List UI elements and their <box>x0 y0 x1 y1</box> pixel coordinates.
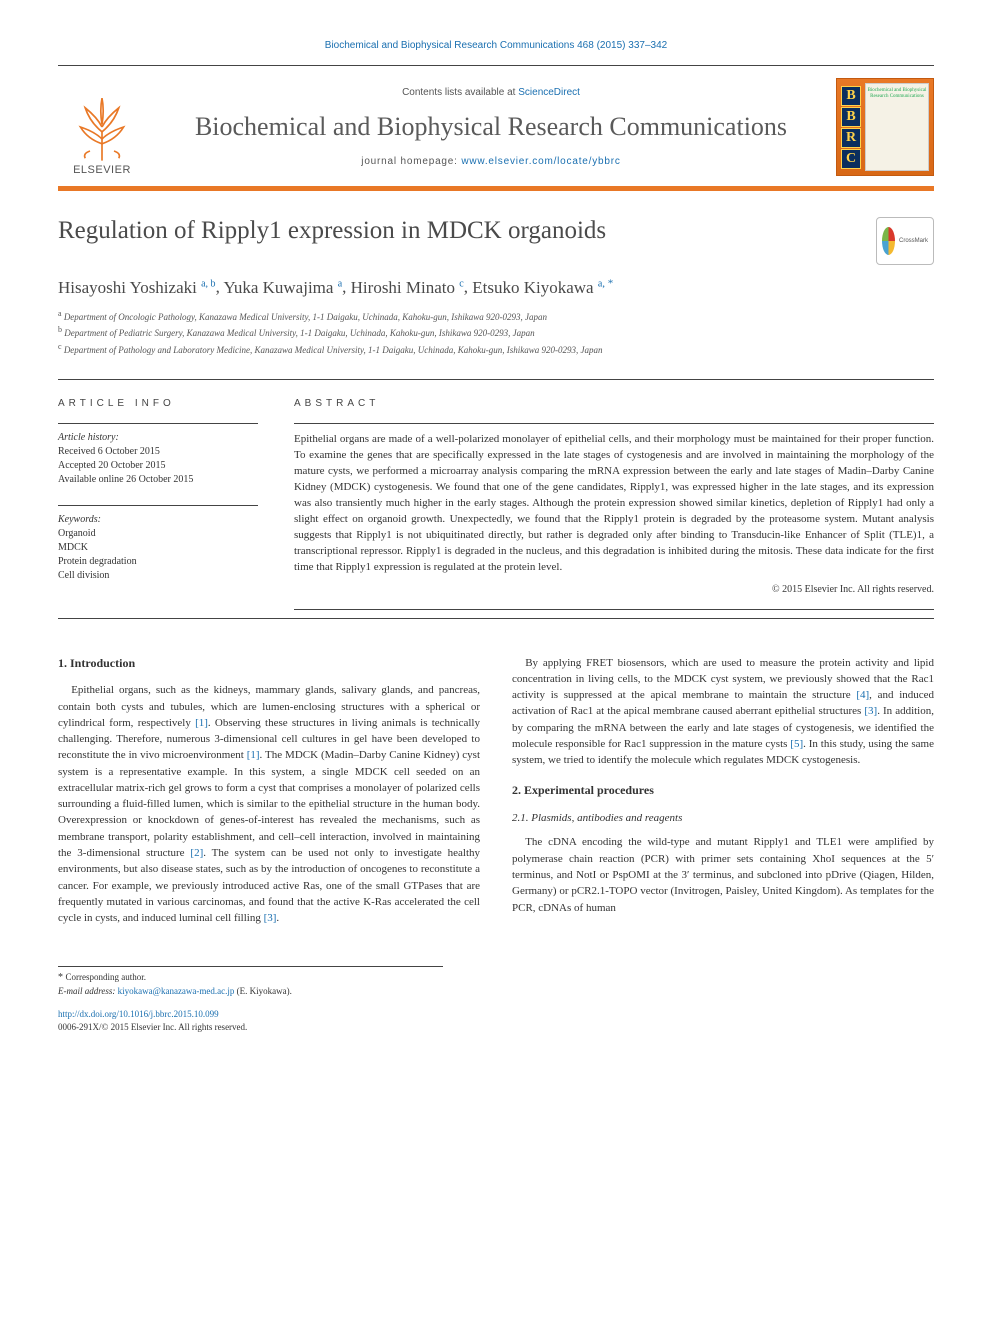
affiliation: b Department of Pediatric Surgery, Kanaz… <box>58 324 934 341</box>
crossmark-label: CrossMark <box>899 238 928 244</box>
affiliation: a Department of Oncologic Pathology, Kan… <box>58 308 934 325</box>
keyword: MDCK <box>58 541 258 555</box>
author: Hisayoshi Yoshizaki a, b <box>58 278 216 297</box>
divider <box>58 65 934 66</box>
keywords-block: Keywords: Organoid MDCK Protein degradat… <box>58 505 258 583</box>
section-heading-exp: 2. Experimental procedures <box>512 782 934 800</box>
body-columns: 1. Introduction Epithelial organs, such … <box>58 655 934 927</box>
doi-link[interactable]: http://dx.doi.org/10.1016/j.bbrc.2015.10… <box>58 1009 219 1019</box>
journal-masthead: ELSEVIER Contents lists available at Sci… <box>58 78 934 191</box>
bbrc-letters: B B R C <box>841 86 861 169</box>
history-received: Received 6 October 2015 <box>58 445 258 459</box>
contents-line: Contents lists available at ScienceDirec… <box>160 87 822 98</box>
divider <box>58 618 934 619</box>
article-title: Regulation of Ripply1 expression in MDCK… <box>58 217 876 245</box>
crossmark-icon <box>882 227 895 255</box>
article-info-label: article info <box>58 398 258 409</box>
affiliation: c Department of Pathology and Laboratory… <box>58 341 934 358</box>
corresponding-author-note: * Corresponding author. <box>58 971 443 985</box>
citation-link[interactable]: [3] <box>264 912 277 924</box>
body-paragraph: By applying FRET biosensors, which are u… <box>512 655 934 769</box>
citation-link[interactable]: [2] <box>190 847 203 859</box>
citation-link[interactable]: [5] <box>790 738 803 750</box>
footnotes: * Corresponding author. E-mail address: … <box>58 966 443 998</box>
citation-link[interactable]: [1] <box>247 749 260 761</box>
history-online: Available online 26 October 2015 <box>58 473 258 487</box>
subsection-heading: 2.1. Plasmids, antibodies and reagents <box>512 810 934 826</box>
article-history: Article history: Received 6 October 2015… <box>58 423 258 487</box>
citation-link[interactable]: [1] <box>195 717 208 729</box>
history-accepted: Accepted 20 October 2015 <box>58 459 258 473</box>
tree-icon <box>66 91 138 163</box>
email-line: E-mail address: kiyokawa@kanazawa-med.ac… <box>58 985 443 998</box>
history-label: Article history: <box>58 432 258 443</box>
keyword: Protein degradation <box>58 555 258 569</box>
bbrc-cover-thumb: Biochemical and Biophysical Research Com… <box>865 83 929 171</box>
keyword: Cell division <box>58 569 258 583</box>
bbrc-letter: C <box>841 149 861 169</box>
issue-reference[interactable]: Biochemical and Biophysical Research Com… <box>58 40 934 51</box>
author: Yuka Kuwajima a <box>223 278 342 297</box>
email-link[interactable]: kiyokawa@kanazawa-med.ac.jp <box>118 986 235 996</box>
divider <box>294 609 934 610</box>
body-paragraph: The cDNA encoding the wild-type and muta… <box>512 834 934 915</box>
affiliations: a Department of Oncologic Pathology, Kan… <box>58 308 934 358</box>
body-paragraph: Epithelial organs, such as the kidneys, … <box>58 682 480 926</box>
masthead-center: Contents lists available at ScienceDirec… <box>160 87 822 167</box>
citation-link[interactable]: [4] <box>856 689 869 701</box>
keywords-label: Keywords: <box>58 514 258 525</box>
publisher-name: ELSEVIER <box>73 164 131 176</box>
bbrc-letter: B <box>841 107 861 127</box>
bbrc-letter: R <box>841 128 861 148</box>
doi-block: http://dx.doi.org/10.1016/j.bbrc.2015.10… <box>58 1008 934 1033</box>
journal-name: Biochemical and Biophysical Research Com… <box>160 112 822 142</box>
homepage-prefix: journal homepage: <box>361 156 461 167</box>
homepage-line: journal homepage: www.elsevier.com/locat… <box>160 156 822 167</box>
bbrc-letter: B <box>841 86 861 106</box>
homepage-link[interactable]: www.elsevier.com/locate/ybbrc <box>461 156 620 167</box>
section-heading-intro: 1. Introduction <box>58 655 480 673</box>
sciencedirect-link[interactable]: ScienceDirect <box>518 87 580 98</box>
authors-line: Hisayoshi Yoshizaki a, b, Yuka Kuwajima … <box>58 277 934 298</box>
article-info-column: article info Article history: Received 6… <box>58 398 258 609</box>
bbrc-logo: B B R C Biochemical and Biophysical Rese… <box>836 78 934 176</box>
abstract-text: Epithelial organs are made of a well-pol… <box>294 423 934 575</box>
contents-prefix: Contents lists available at <box>402 87 518 98</box>
abstract-label: abstract <box>294 398 934 409</box>
abstract-copyright: © 2015 Elsevier Inc. All rights reserved… <box>294 584 934 605</box>
author: Hiroshi Minato c <box>351 278 464 297</box>
issn-copyright: 0006-291X/© 2015 Elsevier Inc. All right… <box>58 1021 934 1034</box>
author: Etsuko Kiyokawa a, * <box>472 278 613 297</box>
elsevier-logo: ELSEVIER <box>58 78 146 176</box>
abstract-column: abstract Epithelial organs are made of a… <box>294 398 934 609</box>
citation-link[interactable]: [3] <box>864 705 877 717</box>
keyword: Organoid <box>58 527 258 541</box>
crossmark-badge[interactable]: CrossMark <box>876 217 934 265</box>
